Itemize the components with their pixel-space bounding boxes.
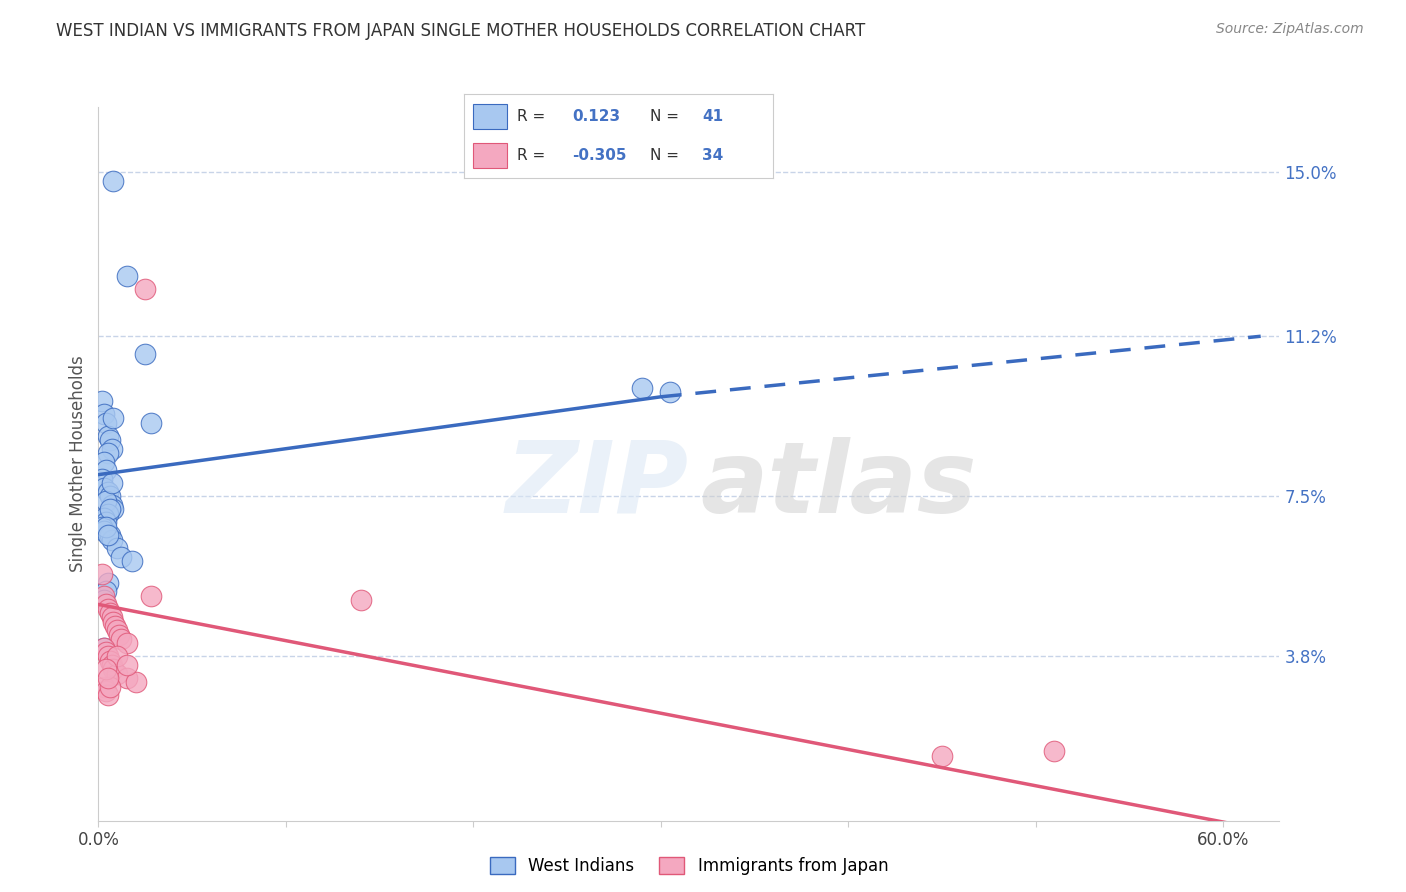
Point [94,416,117,430]
Point [103,662,125,676]
Point [121,554,143,568]
Point [134,282,156,296]
Point [1043,744,1066,758]
Point [115,657,138,672]
Point [115,671,138,685]
Point [93,640,115,655]
Point [110,549,132,564]
Point [97,671,120,685]
Point [97,507,120,521]
Point [931,748,953,763]
Point [93,481,115,495]
Text: WEST INDIAN VS IMMIGRANTS FROM JAPAN SINGLE MOTHER HOUSEHOLDS CORRELATION CHART: WEST INDIAN VS IMMIGRANTS FROM JAPAN SIN… [56,22,866,40]
Point [94,662,117,676]
Point [94,519,117,533]
Point [105,624,128,638]
Point [94,584,117,599]
Point [631,381,654,395]
Point [91,567,114,582]
Point [98,680,121,694]
Point [93,640,115,655]
Point [97,688,120,702]
Point [105,649,128,664]
Point [98,433,121,447]
Point [115,636,138,650]
Point [97,485,120,500]
Y-axis label: Single Mother Households: Single Mother Households [69,356,87,572]
Point [110,632,132,646]
Point [94,463,117,477]
Point [100,657,122,672]
Point [103,615,125,629]
Point [104,619,127,633]
Point [103,502,125,516]
Text: Source: ZipAtlas.com: Source: ZipAtlas.com [1216,22,1364,37]
Point [97,446,120,460]
Point [100,442,122,456]
Point [97,528,120,542]
Point [100,476,122,491]
FancyBboxPatch shape [474,143,508,169]
Point [93,455,115,469]
Point [125,675,148,690]
Point [97,601,120,615]
Point [139,589,162,603]
Point [98,489,121,503]
Text: atlas: atlas [700,437,977,533]
Point [100,498,122,512]
Point [98,654,121,668]
Point [659,385,682,400]
Point [105,666,128,681]
Point [93,511,115,525]
Text: ZIP: ZIP [506,437,689,533]
Text: 0.123: 0.123 [572,109,620,124]
Point [93,589,115,603]
Point [91,472,114,486]
Text: N =: N = [650,109,679,124]
Point [103,411,125,425]
Point [98,528,121,542]
Point [94,684,117,698]
Point [94,645,117,659]
Point [98,606,121,620]
Point [91,519,114,533]
Point [134,346,156,360]
Point [94,515,117,529]
Point [98,502,121,516]
Point [115,268,138,283]
Point [103,173,125,187]
Text: 34: 34 [702,148,724,163]
Text: N =: N = [650,148,679,163]
Point [108,628,131,642]
Point [105,541,128,556]
Point [97,428,120,442]
Legend: West Indians, Immigrants from Japan: West Indians, Immigrants from Japan [481,849,897,884]
Point [93,680,115,694]
Point [139,416,162,430]
Point [350,593,373,607]
Text: R =: R = [516,148,544,163]
Point [100,533,122,547]
Point [94,598,117,612]
Text: -0.305: -0.305 [572,148,627,163]
FancyBboxPatch shape [474,103,508,129]
Point [93,407,115,421]
Text: 41: 41 [702,109,723,124]
Point [94,493,117,508]
Point [100,610,122,624]
Point [93,593,115,607]
Point [93,524,115,538]
Point [97,649,120,664]
Text: R =: R = [516,109,544,124]
Point [91,394,114,409]
Point [97,575,120,590]
